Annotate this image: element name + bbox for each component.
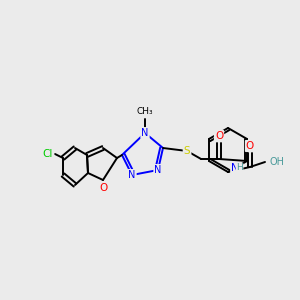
Text: OH: OH xyxy=(270,157,285,167)
Text: N: N xyxy=(141,128,149,138)
Text: S: S xyxy=(184,146,190,156)
Text: O: O xyxy=(215,131,223,141)
Text: Cl: Cl xyxy=(43,149,53,159)
Text: O: O xyxy=(99,183,107,193)
Text: CH₃: CH₃ xyxy=(137,107,153,116)
Text: N: N xyxy=(128,170,136,180)
Text: N: N xyxy=(231,163,239,173)
Text: O: O xyxy=(246,141,254,151)
Text: H: H xyxy=(236,164,243,172)
Text: N: N xyxy=(154,165,162,175)
